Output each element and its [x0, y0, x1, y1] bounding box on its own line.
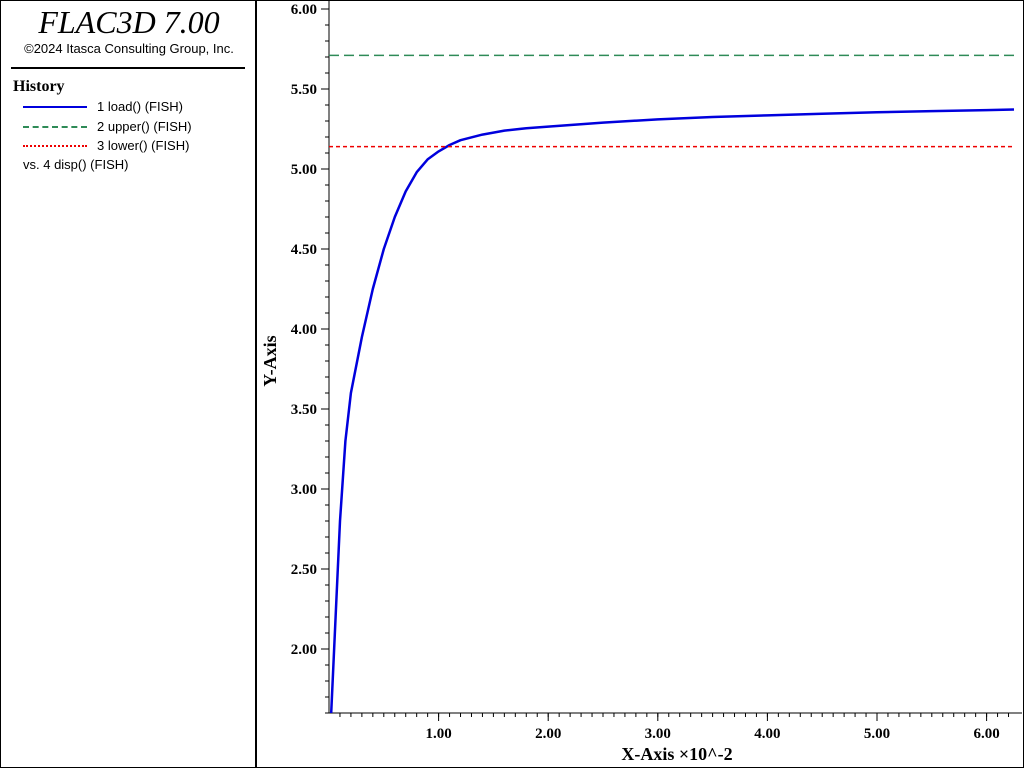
x-tick-label: 1.00 [425, 726, 451, 742]
x-tick-label: 5.00 [864, 726, 890, 742]
y-tick-label: 3.50 [291, 402, 317, 418]
legend-label-load: 1 load() (FISH) [97, 99, 183, 114]
legend-item-lower: 3 lower() (FISH) [23, 137, 253, 155]
x-tick-label: 4.00 [754, 726, 780, 742]
y-tick-label: 2.00 [291, 642, 317, 658]
y-tick-label: 4.00 [291, 322, 317, 338]
legend-swatch-load [23, 106, 87, 108]
series-load-line [329, 108, 1015, 714]
legend-label-lower: 3 lower() (FISH) [97, 138, 190, 153]
app-title: FLAC3D 7.00 [38, 4, 220, 40]
title-divider [11, 67, 245, 69]
x-tick-label: 3.00 [645, 726, 671, 742]
y-axis-title: Y-Axis [260, 335, 280, 386]
x-tick-label: 2.00 [535, 726, 561, 742]
y-tick-label: 6.00 [291, 2, 317, 18]
x-tick-label: 6.00 [973, 726, 999, 742]
legend-vs-label: vs. 4 disp() (FISH) [23, 157, 129, 172]
x-axis-title: X-Axis ×10^-2 [621, 744, 732, 764]
legend-swatch-lower [23, 145, 87, 147]
legend-item-upper: 2 upper() (FISH) [23, 118, 253, 136]
y-tick-label: 3.00 [291, 482, 317, 498]
y-tick-label: 5.00 [291, 162, 317, 178]
y-tick-label: 4.50 [291, 242, 317, 258]
y-tick-label: 2.50 [291, 562, 317, 578]
legend-swatch-upper [23, 126, 87, 128]
y-tick-label: 5.50 [291, 82, 317, 98]
legend-panel: FLAC3D 7.00 ©2024 Itasca Consulting Grou… [1, 1, 257, 767]
legend-label-upper: 2 upper() (FISH) [97, 119, 192, 134]
history-heading: History [13, 78, 65, 95]
copyright-text: ©2024 Itasca Consulting Group, Inc. [24, 41, 234, 56]
legend-item-load: 1 load() (FISH) [23, 98, 253, 116]
